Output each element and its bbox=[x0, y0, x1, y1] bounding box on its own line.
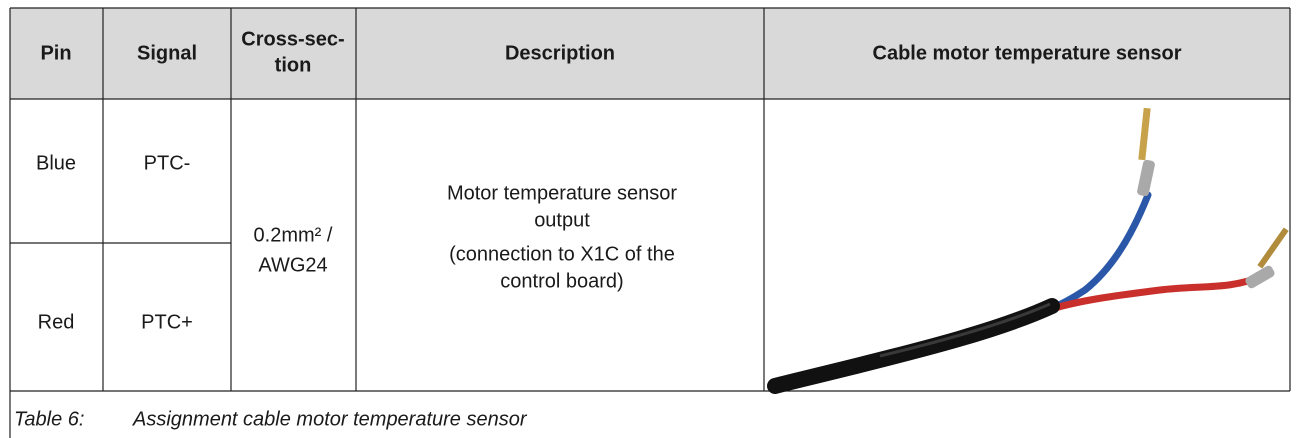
pin-cell: Blue bbox=[36, 152, 76, 174]
header-cell: Cross-sec- bbox=[241, 28, 344, 50]
description-cell: (connection to X1C of the bbox=[449, 243, 675, 265]
page: Pin Signal Cross-sec- tion Description C… bbox=[0, 0, 1296, 438]
cable-photo bbox=[775, 108, 1289, 386]
pin-cell: Red bbox=[38, 311, 75, 333]
header-cell: Description bbox=[505, 42, 615, 64]
cross-section-cell: 0.2mm² / bbox=[254, 224, 333, 246]
signal-cell: PTC- bbox=[144, 152, 191, 174]
description-cell: output bbox=[534, 209, 590, 231]
header-cell: tion bbox=[275, 54, 312, 76]
caption-number: Table 6: bbox=[14, 408, 84, 430]
cross-section-cell: AWG24 bbox=[258, 254, 327, 276]
header-cell: Cable motor temperature sensor bbox=[873, 42, 1182, 64]
signal-cell: PTC+ bbox=[141, 311, 193, 333]
header-cell: Signal bbox=[137, 42, 197, 64]
header-cell: Pin bbox=[40, 42, 71, 64]
caption-text: Assignment cable motor temperature senso… bbox=[132, 408, 528, 430]
description-cell: Motor temperature sensor bbox=[447, 182, 677, 204]
description-cell: control board) bbox=[500, 270, 623, 292]
